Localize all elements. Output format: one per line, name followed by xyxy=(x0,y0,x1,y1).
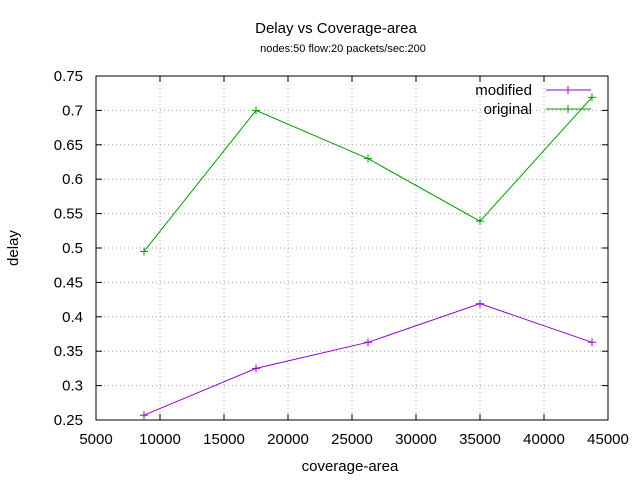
series-layer xyxy=(140,93,596,420)
grid-layer xyxy=(96,76,608,420)
plot-border xyxy=(95,75,609,421)
x-tick-label: 35000 xyxy=(459,431,501,448)
x-tick-label: 30000 xyxy=(395,431,437,448)
legend-label: modified xyxy=(475,82,532,99)
series-line-modified xyxy=(143,303,593,416)
x-axis-label: coverage-area xyxy=(302,458,399,475)
series-original xyxy=(140,93,596,256)
data-point-modified xyxy=(364,338,372,347)
legend-item-original: original xyxy=(484,101,591,118)
y-tick-label: 0.55 xyxy=(54,206,83,223)
data-point-original xyxy=(364,154,372,163)
y-tick-label: 0.35 xyxy=(54,343,83,360)
legend-label: original xyxy=(484,101,532,118)
y-tick-label: 0.4 xyxy=(62,309,83,326)
series-line-original xyxy=(143,96,593,252)
data-point-modified xyxy=(476,299,484,308)
x-tick-label: 15000 xyxy=(203,431,245,448)
legend-marker xyxy=(564,105,572,113)
y-tick-label: 0.45 xyxy=(54,274,83,291)
tick-layer: 5000 10000 15000 20000 25000 30000 35000 40000 4… xyxy=(54,68,629,448)
y-tick-label: 0.6 xyxy=(62,171,83,188)
legend-marker xyxy=(564,86,572,94)
chart-title: Delay vs Coverage-area xyxy=(255,20,417,37)
data-point-modified xyxy=(252,364,260,373)
y-tick-label: 0.75 xyxy=(54,68,83,85)
data-point-modified xyxy=(140,411,148,420)
x-tick-label: 45000 xyxy=(587,431,629,448)
legend: modified original xyxy=(475,82,591,118)
y-tick-label: 0.3 xyxy=(62,378,83,395)
data-point-modified xyxy=(588,338,596,347)
y-tick-label: 0.5 xyxy=(62,240,83,257)
x-tick-label: 40000 xyxy=(523,431,565,448)
data-point-original xyxy=(588,93,596,102)
data-point-original xyxy=(476,217,484,226)
y-axis-label: delay xyxy=(5,230,22,266)
y-tick-label: 0.65 xyxy=(54,137,83,154)
y-tick-label: 0.25 xyxy=(54,412,83,429)
data-point-original xyxy=(140,247,148,256)
data-point-original xyxy=(252,106,260,115)
x-tick-label: 10000 xyxy=(139,431,181,448)
chart-subtitle: nodes:50 flow:20 packets/sec:200 xyxy=(260,43,426,55)
x-tick-label: 20000 xyxy=(267,431,309,448)
series-modified xyxy=(140,299,596,420)
y-tick-label: 0.7 xyxy=(62,102,83,119)
x-tick-label: 25000 xyxy=(331,431,373,448)
legend-item-modified: modified xyxy=(475,82,591,99)
x-tick-label: 5000 xyxy=(79,431,112,448)
